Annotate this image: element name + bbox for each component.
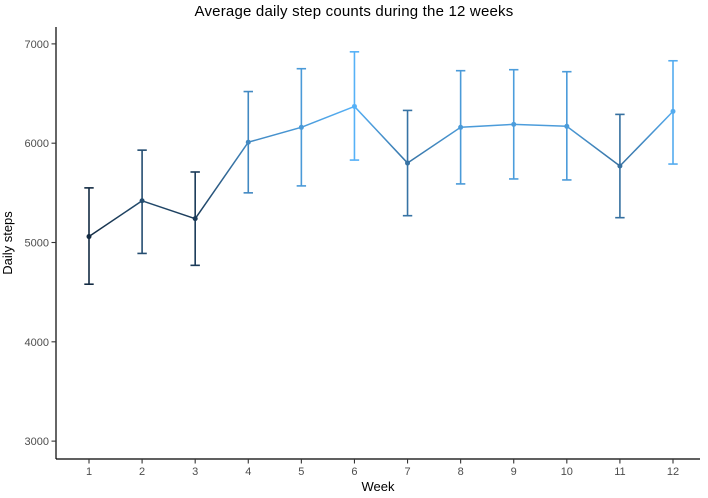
data-point xyxy=(298,124,304,130)
x-tick-label: 6 xyxy=(351,466,357,478)
x-tick-label: 2 xyxy=(139,466,145,478)
y-tick-label: 5000 xyxy=(25,238,49,250)
x-tick-label: 8 xyxy=(458,466,464,478)
data-point xyxy=(458,124,464,130)
line-segment xyxy=(88,200,143,238)
x-tick-label: 1 xyxy=(86,466,92,478)
line-segment xyxy=(513,123,567,128)
x-tick-label: 12 xyxy=(667,466,679,478)
y-tick-label: 7000 xyxy=(25,39,49,51)
line-segment xyxy=(301,105,355,129)
line-segment xyxy=(407,126,462,164)
line-segment xyxy=(248,126,302,143)
x-tick-label: 11 xyxy=(614,466,625,478)
data-point xyxy=(245,139,251,145)
x-tick-label: 3 xyxy=(192,466,198,478)
line-segment xyxy=(194,141,249,220)
data-point xyxy=(192,216,198,222)
line-segment xyxy=(619,110,674,167)
x-tick-label: 10 xyxy=(561,466,573,478)
x-tick-label: 5 xyxy=(298,466,304,478)
data-point xyxy=(351,103,357,109)
data-point xyxy=(670,108,676,114)
line-segment xyxy=(353,105,409,164)
data-point xyxy=(139,198,145,204)
line-segment xyxy=(566,125,621,167)
data-point xyxy=(511,121,517,127)
chart-title: Average daily step counts during the 12 … xyxy=(194,3,514,20)
y-tick-label: 6000 xyxy=(25,138,49,150)
data-point xyxy=(564,123,570,129)
x-tick-label: 7 xyxy=(404,466,410,478)
data-point xyxy=(86,234,92,240)
y-tick-label: 3000 xyxy=(25,436,49,448)
data-point xyxy=(405,160,411,166)
x-tick-label: 4 xyxy=(245,466,251,478)
line-segment xyxy=(141,200,196,220)
x-axis-title: Week xyxy=(361,479,395,494)
data-point xyxy=(617,163,623,169)
y-tick-label: 4000 xyxy=(25,337,49,349)
line-segment xyxy=(460,123,514,129)
x-tick-label: 9 xyxy=(511,466,517,478)
